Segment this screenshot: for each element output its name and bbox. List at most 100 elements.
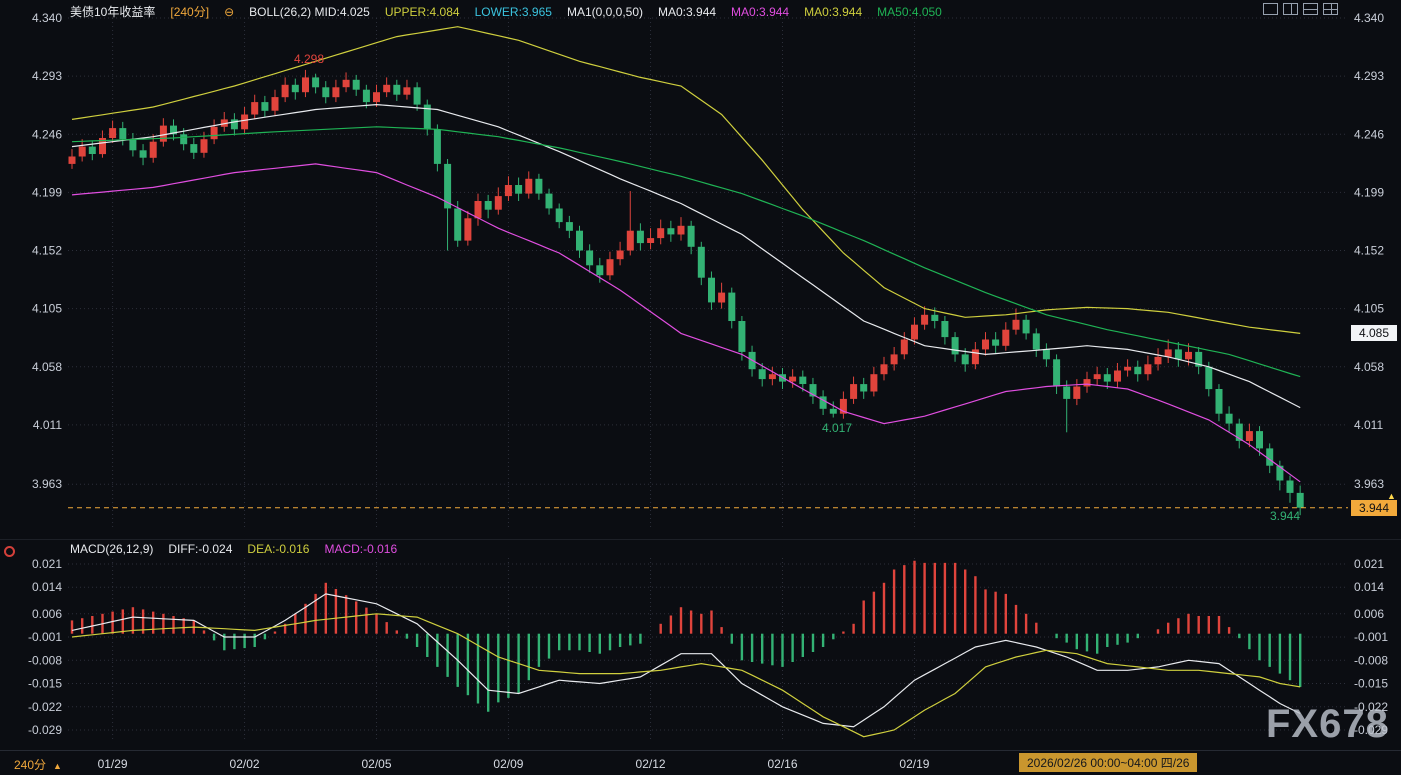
macd-tick-label: 0.014 <box>32 580 62 594</box>
x-tick-label: 01/29 <box>98 757 128 771</box>
candle-body <box>68 156 76 164</box>
candle-body <box>302 77 309 93</box>
candle-body <box>586 250 594 266</box>
y-tick-label: 4.340 <box>32 11 62 25</box>
candle-body <box>718 292 726 303</box>
candle-body <box>1063 386 1071 399</box>
candle-body <box>941 321 949 338</box>
candle-body <box>1205 366 1213 390</box>
candle-body <box>758 369 766 380</box>
candle-body <box>230 119 238 130</box>
period-selector[interactable]: 240分 ▲ <box>14 756 62 773</box>
legend-item: MA0:3.944 <box>804 4 863 19</box>
candle-body <box>687 225 695 247</box>
y-tick-label: 3.963 <box>1354 477 1384 491</box>
boll-mid-line <box>71 103 1301 409</box>
candle-body <box>342 79 350 88</box>
x-tick-label: 02/19 <box>899 757 929 771</box>
macd-tick-label: -0.001 <box>28 630 62 644</box>
candle-body <box>393 84 401 95</box>
candle-body <box>1296 492 1304 508</box>
candle-body <box>99 138 106 155</box>
candle-body <box>1002 329 1010 346</box>
candle-body <box>281 84 289 98</box>
candle-body <box>1124 366 1132 371</box>
macd-tick-label: 0.006 <box>1354 607 1384 621</box>
candle-body <box>870 374 878 392</box>
candle-body <box>880 364 888 375</box>
candle-body <box>728 292 736 321</box>
high-price-annotation: 4.298 <box>293 52 325 66</box>
legend-item: DEA:-0.016 <box>247 542 310 556</box>
candle-body <box>596 265 604 276</box>
legend-item: LOWER:3.965 <box>474 4 552 19</box>
indicator-marker-icon[interactable] <box>4 546 15 557</box>
candle-body <box>606 259 614 276</box>
candle-body <box>677 225 685 235</box>
candle-body <box>911 324 918 340</box>
candle-body <box>1185 351 1192 360</box>
layout-single-icon[interactable] <box>1263 3 1278 15</box>
candle-body <box>1266 448 1274 466</box>
y-tick-label: 4.246 <box>1354 127 1384 141</box>
candle-body <box>1134 366 1142 375</box>
y-tick-label: 4.293 <box>1354 69 1384 83</box>
candle-body <box>819 396 827 409</box>
scroll-to-latest-icon[interactable]: ▲ <box>1387 491 1396 501</box>
candle-body <box>1225 413 1233 424</box>
indicator-legend: BOLL(26,2) MID:4.025 UPPER:4.084 LOWER:3.9… <box>249 5 942 19</box>
layout-grid-icon[interactable] <box>1323 3 1338 15</box>
candle-body <box>119 128 127 140</box>
legend-item: MA1(0,0,0,50) <box>566 4 643 19</box>
y-tick-label: 3.963 <box>32 477 62 491</box>
y-tick-label: 4.058 <box>32 360 62 374</box>
candle-body <box>109 128 117 138</box>
macd-tick-label: -0.015 <box>28 677 62 691</box>
grid <box>68 17 1348 742</box>
chart-title: 美债10年收益率 <box>70 5 156 19</box>
legend-item: MA0:3.944 <box>658 4 717 19</box>
candle-body <box>139 150 147 158</box>
candle-body <box>931 314 939 321</box>
boll-lower-line <box>71 163 1301 483</box>
candle-body <box>697 246 705 278</box>
candle-body <box>464 218 472 241</box>
candle-body <box>190 144 198 153</box>
y-tick-label: 4.011 <box>33 418 62 432</box>
candle-body <box>494 196 502 210</box>
y-tick-label: 4.011 <box>1354 418 1383 432</box>
candle-body <box>971 349 979 365</box>
layout-split-horizontal-icon[interactable] <box>1303 3 1318 15</box>
period-tag[interactable]: [240分] <box>170 5 210 19</box>
y-tick-label: 4.058 <box>1354 360 1384 374</box>
candle-body <box>616 250 624 260</box>
legend-item: MACD:-0.016 <box>324 542 398 556</box>
candle-body <box>738 321 746 352</box>
candle-body <box>149 141 157 158</box>
candle-body <box>352 79 360 90</box>
candle-body <box>200 139 208 153</box>
candle-body <box>657 228 665 239</box>
candle-body <box>1276 465 1284 481</box>
candle-body <box>799 376 807 384</box>
candle-body <box>626 230 634 251</box>
diff-line <box>71 593 1301 728</box>
candle-body <box>413 87 421 105</box>
legend-item: UPPER:4.084 <box>384 4 460 19</box>
collapse-icon[interactable]: ⊖ <box>224 4 235 19</box>
candle-body <box>1256 431 1263 449</box>
macd-tick-label: 0.006 <box>32 607 62 621</box>
current-date-readout: 2026/02/26 00:00~04:00 四/26 <box>1019 753 1198 772</box>
candle-body <box>839 398 847 414</box>
candle-body <box>312 77 320 88</box>
candle-body <box>1144 364 1152 375</box>
candle-body <box>362 89 370 103</box>
candle-body <box>1195 351 1203 367</box>
candle-body <box>1093 374 1101 380</box>
layout-split-vertical-icon[interactable] <box>1283 3 1298 15</box>
candle-body <box>1215 389 1223 414</box>
candle-body <box>423 104 431 130</box>
y-tick-label: 4.293 <box>32 69 62 83</box>
